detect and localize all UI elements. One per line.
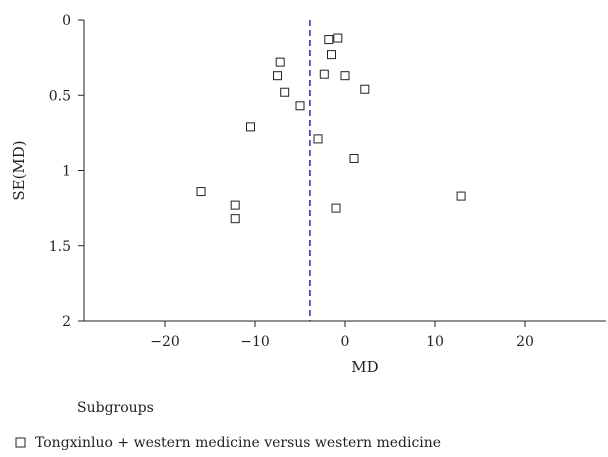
data-point (324, 35, 334, 45)
y-axis-title: SE(MD) (10, 140, 28, 200)
data-point (280, 87, 290, 97)
y-tick-label: 0.5 (49, 88, 71, 104)
x-tick-label: −10 (240, 334, 270, 350)
data-point (230, 214, 240, 224)
data-point (360, 84, 370, 94)
data-point (340, 71, 350, 81)
y-tick-label: 1.5 (49, 239, 71, 255)
data-point (333, 33, 343, 43)
data-point (349, 153, 359, 163)
data-point (230, 200, 240, 210)
data-point (275, 57, 285, 67)
data-point (273, 71, 282, 81)
data-point (196, 187, 206, 197)
x-tick-label: 10 (426, 334, 444, 350)
y-tick-label: 0 (62, 13, 71, 29)
legend-marker-open-square (15, 437, 26, 448)
x-tick-label: 20 (516, 334, 534, 350)
y-tick-label: 1 (62, 164, 71, 180)
data-point (246, 122, 255, 132)
y-axis: 0 0.5 1 1.5 2 (49, 13, 85, 330)
x-axis-title: MD (351, 358, 378, 376)
x-axis: −20 −10 0 10 20 (84, 320, 606, 350)
x-tick-label: −20 (150, 334, 180, 350)
legend: Subgroups Tongxinluo + western medicine … (15, 400, 441, 451)
data-point (327, 50, 336, 60)
x-tick-label: 0 (341, 334, 350, 350)
data-point (295, 101, 305, 111)
y-tick-label: 2 (62, 314, 71, 330)
data-point (331, 203, 341, 213)
data-point (313, 134, 323, 144)
data-point (319, 69, 329, 79)
legend-title: Subgroups (77, 400, 154, 416)
data-point (456, 191, 466, 201)
legend-entry: Tongxinluo + western medicine versus wes… (35, 435, 441, 451)
